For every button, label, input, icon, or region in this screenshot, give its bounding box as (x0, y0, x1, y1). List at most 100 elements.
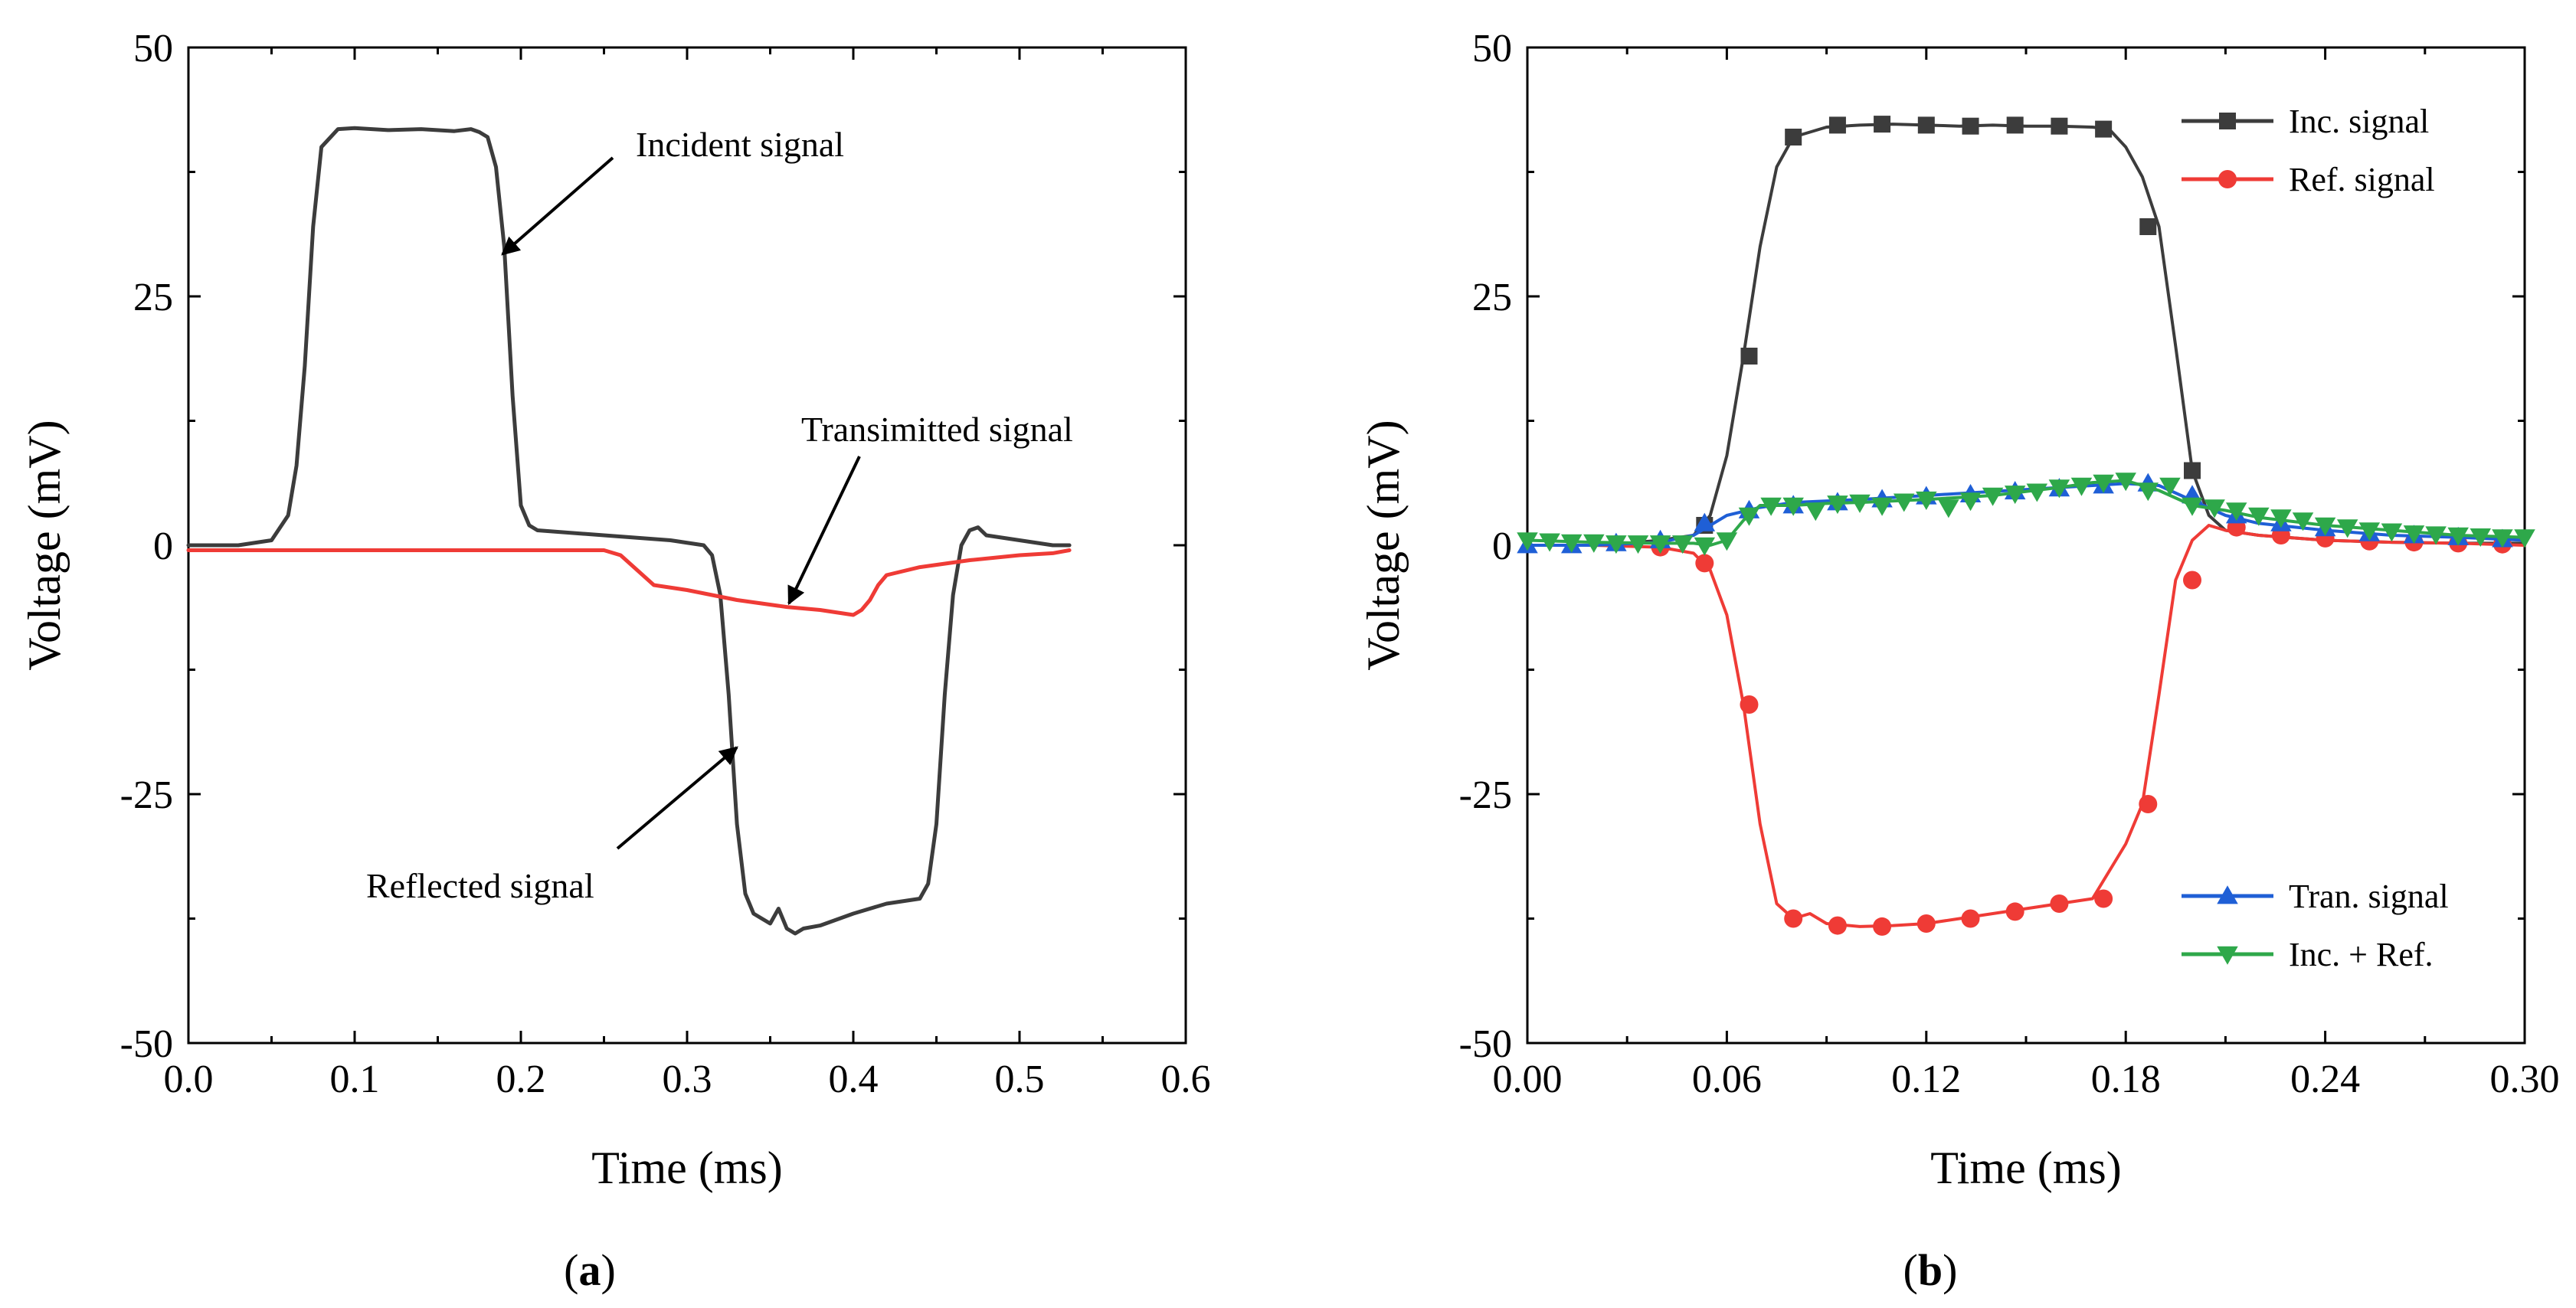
chart-b-point-ref-signal (1784, 909, 1803, 928)
chart-b-point-inc-ref (2248, 507, 2270, 526)
panel-b-label: (b) (1903, 1245, 1958, 1295)
chart-b-point-ref-signal (1828, 916, 1847, 935)
chart-b-point-inc-ref (1627, 535, 1649, 554)
chart-a-xtick-label: 0.4 (829, 1058, 879, 1101)
chart-b-xlabel: Time (ms) (1930, 1143, 2122, 1193)
chart-a-frame (187, 46, 1187, 1045)
chart-b-point-ref-signal (2005, 902, 2024, 921)
chart-a-axes: 0.0 0.1 0.2 0.3 0.4 0.5 0.6 -50 -25 0 25 50 (120, 27, 1211, 1101)
chart-b-point-inc-ref (1849, 494, 1871, 513)
chart-b-point-inc-ref (2004, 486, 2026, 505)
chart-a-ytick-label: -25 (120, 773, 173, 817)
chart-b-point-inc-ref (2115, 473, 2136, 492)
chart-b-xtick-label: 0.18 (2091, 1058, 2161, 1101)
chart-b-xtick-label: 0.06 (1692, 1058, 1762, 1101)
chart-b-point-ref-signal (2094, 889, 2113, 908)
chart-b-point-ref-signal (1961, 909, 1980, 928)
chart-b-series (1517, 116, 2535, 936)
chart-b-point-inc-ref (2204, 499, 2225, 518)
chart-b-point-inc-ref (1827, 495, 1848, 515)
transmitted-arrow (787, 456, 861, 606)
chart-b-point-inc-ref (2292, 512, 2314, 531)
chart-a-xtick-label: 0.1 (330, 1058, 380, 1101)
chart-a-series (186, 126, 1072, 936)
chart-b-point-inc-ref (1517, 532, 1538, 551)
chart-b-point-inc-ref (2159, 477, 2181, 496)
chart-b-ytick-label: 0 (1492, 525, 1512, 568)
chart-b-point-inc-ref (2336, 519, 2358, 538)
chart-b-ytick-label: -50 (1459, 1022, 1512, 1066)
chart-b-point-inc-ref (1649, 535, 1671, 554)
chart-b-point-inc-ref (1982, 487, 2004, 506)
chart-b-axes: 0.00 0.06 0.12 0.18 0.24 0.30 -50 -25 0 25 50 (1459, 27, 2560, 1101)
chart-a-ytick-label: 0 (153, 525, 173, 568)
legend-marker-inc-signal (2219, 113, 2236, 129)
chart-b-point-inc-ref (2470, 528, 2492, 548)
chart-b-point-inc-ref (1893, 493, 1915, 512)
chart-b-point-ref-signal (2183, 571, 2201, 590)
chart-b-point-inc-ref (1694, 537, 1716, 556)
chart-b-point-ref-signal (2050, 894, 2069, 913)
chart-b-ylabel: Voltage (mV) (1358, 420, 1409, 670)
legend-top: Inc. signal Ref. signal (2182, 103, 2435, 198)
chart-b-point-inc-signal (2184, 462, 2201, 479)
chart-b-ytick-label: 25 (1472, 276, 1512, 319)
chart-b-point-inc-signal (2095, 120, 2113, 138)
chart-b-point-inc-signal (2051, 117, 2068, 135)
incident-arrow (501, 156, 614, 256)
legend-label-tran-signal: Tran. signal (2289, 878, 2449, 915)
chart-b-point-ref-signal (1916, 914, 1936, 933)
chart-a-xtick-label: 0.3 (663, 1058, 712, 1101)
legend-label-ref-signal: Ref. signal (2289, 161, 2435, 198)
chart-b-xtick-label: 0.00 (1493, 1058, 1563, 1101)
chart-b: 0.00 0.06 0.12 0.18 0.24 0.30 -50 -25 0 25 50 Time… (1358, 27, 2560, 1295)
chart-b-point-ref-signal (1873, 917, 1892, 936)
chart-a-xtick-label: 0.6 (1161, 1058, 1211, 1101)
legend-marker-tran-signal (2217, 885, 2238, 904)
chart-b-point-inc-ref (2358, 522, 2381, 541)
chart-b-point-inc-ref (2314, 517, 2336, 536)
transmitted-annotation: Transimitted signal (801, 410, 1073, 449)
chart-b-point-inc-ref (2381, 523, 2403, 542)
chart-b-point-inc-ref (2492, 529, 2513, 548)
chart-b-point-inc-signal (2139, 218, 2157, 235)
chart-b-xtick-label: 0.30 (2490, 1058, 2560, 1101)
chart-b-point-ref-signal (1695, 554, 1714, 573)
chart-a-xtick-label: 0.5 (995, 1058, 1045, 1101)
chart-b-point-inc-ref (1959, 492, 1982, 512)
chart-b-point-ref-signal (1740, 695, 1759, 714)
chart-b-point-inc-ref (1871, 497, 1893, 516)
chart-b-point-inc-ref (2514, 529, 2535, 548)
chart-b-xtick-label: 0.24 (2290, 1058, 2360, 1101)
chart-a-xtick-label: 0.2 (496, 1058, 546, 1101)
chart-b-point-inc-signal (1785, 129, 1802, 146)
legend-marker-ref-signal (2218, 170, 2237, 188)
chart-b-point-inc-ref (1671, 535, 1694, 554)
legend-marker-inc-ref (2217, 946, 2238, 965)
chart-b-ytick-label: -25 (1459, 773, 1512, 817)
chart-a-ytick-label: 50 (133, 27, 173, 70)
chart-b-xtick-label: 0.12 (1891, 1058, 1961, 1101)
chart-b-point-inc-ref (2270, 509, 2292, 528)
chart-b-point-inc-ref (2137, 482, 2159, 502)
chart-b-point-ref-signal (2139, 795, 2158, 813)
reflected-annotation: Reflected signal (366, 866, 594, 905)
chart-a-ylabel: Voltage (mV) (19, 420, 70, 670)
chart-b-point-tran-signal (1694, 512, 1716, 531)
chart-b-point-inc-ref (2070, 477, 2093, 496)
chart-b-point-inc-ref (2425, 526, 2447, 545)
incident-annotation: Incident signal (636, 125, 844, 164)
chart-a-xlabel: Time (ms) (591, 1143, 783, 1193)
chart-b-point-inc-ref (2026, 483, 2048, 502)
chart-b-point-inc-ref (2225, 502, 2247, 522)
chart-b-point-inc-ref (2093, 474, 2114, 493)
chart-b-point-inc-signal (1962, 117, 1979, 135)
chart-b-point-inc-ref (1938, 499, 1959, 518)
chart-b-point-inc-ref (1738, 507, 1760, 526)
chart-b-point-inc-ref (1805, 502, 1827, 522)
chart-a-ytick-label: 25 (133, 276, 173, 319)
chart-b-point-inc-signal (1874, 116, 1891, 133)
chart-a-series-line-incident-signal (186, 126, 1072, 936)
chart-b-point-inc-ref (2447, 527, 2469, 546)
